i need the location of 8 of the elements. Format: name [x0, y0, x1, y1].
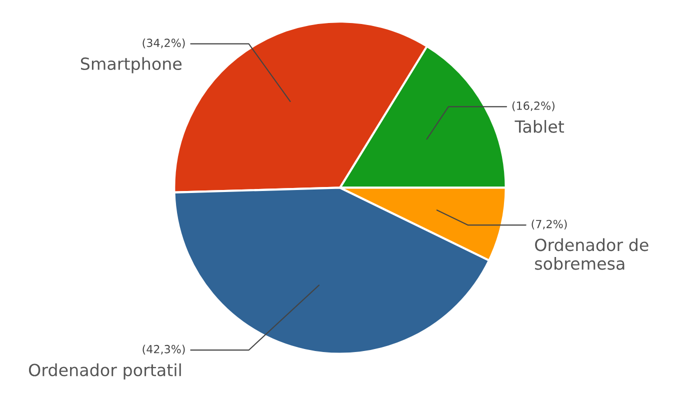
data-label: (7,2%)	[532, 220, 567, 230]
slice-label: Ordenador portatil	[28, 363, 181, 380]
data-label: (42,3%)	[142, 344, 185, 355]
slice-label: Smartphone	[80, 57, 182, 74]
data-label: (16,2%)	[512, 101, 554, 112]
slice-label: Ordenador de sobremesa	[535, 238, 648, 270]
slice-label: Tablet	[514, 120, 564, 133]
data-label: (34,2%)	[142, 38, 185, 48]
